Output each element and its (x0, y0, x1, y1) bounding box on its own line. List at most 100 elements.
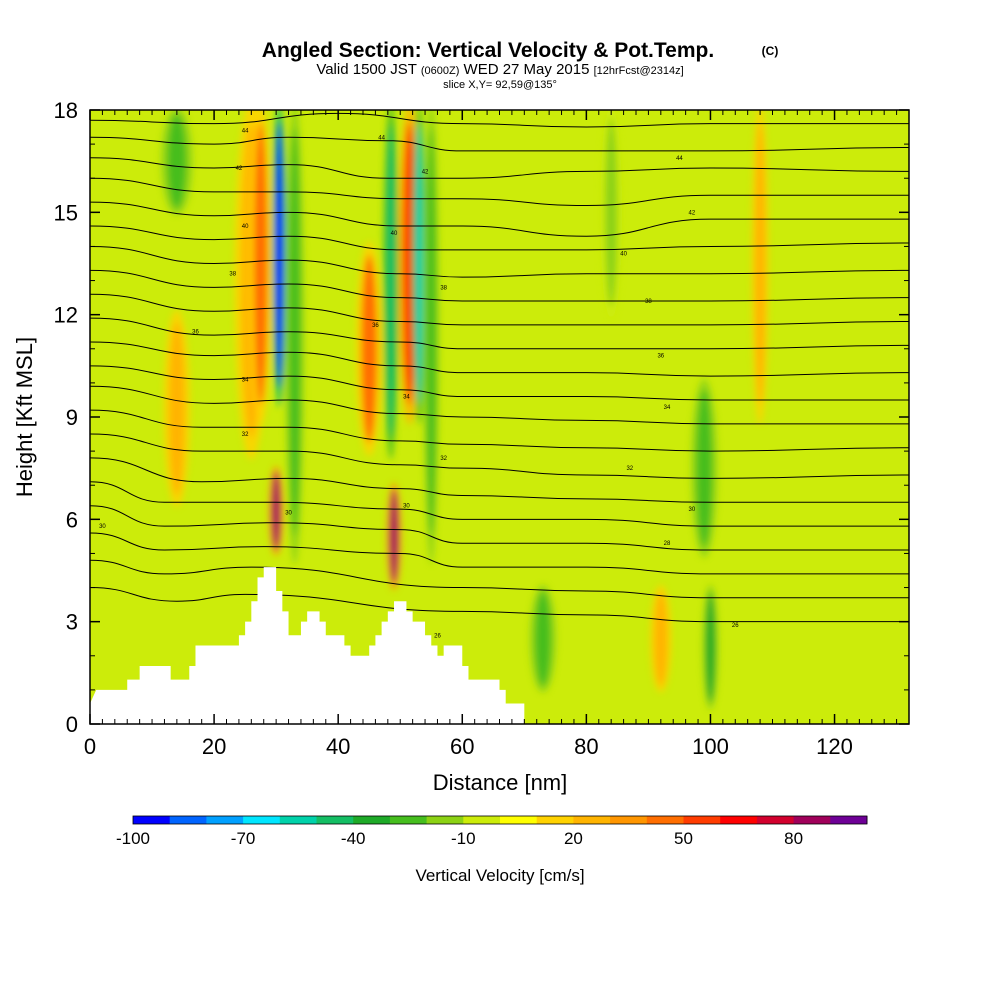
updraft-cell (654, 591, 668, 686)
colorbar-swatch (353, 816, 391, 824)
theta-contour-40 (90, 225, 909, 251)
colorbar-swatch (646, 816, 684, 824)
colorbar-tick-label: 20 (564, 829, 583, 848)
units-tag: (C) (762, 44, 779, 58)
contour-label: 26 (732, 623, 739, 629)
colorbar-swatch (536, 816, 574, 824)
colorbar-tick-label: -10 (451, 829, 476, 848)
contour-label: 30 (403, 504, 410, 510)
colorbar-swatch (206, 816, 244, 824)
contour-label: 40 (391, 231, 398, 237)
updraft-cell (271, 471, 281, 551)
x-tick-label: 120 (816, 734, 853, 759)
chart-title: Angled Section: Vertical Velocity & Pot.… (262, 39, 714, 62)
downdraft-cell (274, 121, 284, 389)
theta-contour-39 (90, 245, 909, 278)
colorbar-swatch (463, 816, 501, 824)
x-tick-label: 100 (692, 734, 729, 759)
terrain (90, 567, 525, 724)
contour-label: 34 (242, 377, 249, 383)
contour-label: 32 (242, 432, 249, 438)
y-tick-label: 0 (66, 712, 78, 737)
colorbar-swatch (316, 816, 354, 824)
contour-label: 42 (422, 169, 429, 175)
contour-label: 42 (236, 166, 243, 172)
downdraft-cell (535, 591, 551, 686)
downdraft-cell (414, 122, 423, 405)
contour-label: 38 (645, 299, 652, 305)
colorbar-swatch (169, 816, 207, 824)
contour-label: 34 (403, 395, 410, 401)
colorbar-swatch (389, 816, 428, 824)
x-tick-label: 0 (84, 734, 96, 759)
downdraft-cell (604, 118, 618, 307)
chart-subtitle: Valid 1500 JST (0600Z) WED 27 May 2015 [… (316, 61, 683, 78)
theta-contour-38 (90, 269, 909, 302)
colorbar-swatch (683, 816, 721, 824)
x-tick-label: 80 (574, 734, 598, 759)
colorbar-swatch (610, 816, 648, 824)
colorbar-tick-label: 80 (784, 829, 803, 848)
y-tick-label: 6 (66, 507, 78, 532)
updraft-cell (253, 122, 268, 405)
downdraft-cell (167, 114, 187, 209)
theta-contour-33 (90, 385, 909, 425)
colorbar-swatch (756, 816, 795, 824)
colorbar-swatch (830, 816, 868, 824)
colorbar-swatch (500, 816, 538, 824)
contour-label: 40 (620, 251, 627, 257)
potential-temperature-contours (90, 112, 909, 623)
colorbar-tick-label: 50 (674, 829, 693, 848)
contour-label: 26 (434, 633, 441, 639)
colorbar-swatch (793, 816, 831, 824)
contour-label: 42 (688, 210, 695, 216)
y-tick-label: 9 (66, 405, 78, 430)
downdraft-cell (426, 127, 436, 536)
updraft-cell (361, 254, 377, 443)
colorbar-swatch (720, 816, 758, 824)
contour-label: 32 (626, 466, 633, 472)
y-axis-label: Height [Kft MSL] (12, 337, 37, 497)
theta-contour-29 (90, 481, 909, 527)
theta-contour-25 (90, 587, 909, 623)
colorbar-tick-label: -70 (231, 829, 256, 848)
colorbar-tick-label: -100 (116, 829, 150, 848)
theta-contour-34 (90, 365, 909, 401)
theta-contour-32 (90, 409, 909, 452)
y-tick-label: 12 (54, 303, 78, 328)
contour-label: 30 (99, 524, 106, 530)
contour-label: 32 (440, 456, 447, 462)
colorbar-swatch (243, 816, 281, 824)
colorbar-swatch (133, 816, 171, 824)
y-tick-label: 3 (66, 610, 78, 635)
theta-contour-37 (90, 293, 909, 326)
field-background (90, 110, 909, 724)
contour-label: 30 (285, 511, 292, 517)
x-axis-label: Distance [nm] (433, 770, 568, 795)
updraft-cell (755, 122, 766, 405)
colorbar-swatch (279, 816, 317, 824)
theta-contour-36 (90, 317, 909, 350)
theta-contour-35 (90, 341, 909, 377)
slice-info: slice X,Y= 92,59@135° (443, 79, 557, 91)
contour-label: 30 (688, 507, 695, 513)
theta-contour-28 (90, 505, 909, 551)
downdraft-cell (386, 123, 396, 438)
colorbar-swatch (426, 816, 464, 824)
contour-labels: 44 44 44 42 42 42 40 40 40 38 38 38 36 36 36 34 34 34 32 32… (99, 128, 739, 639)
contour-label: 38 (440, 285, 447, 291)
contour-label: 44 (242, 128, 249, 134)
contour-label: 36 (192, 330, 199, 336)
theta-contour-41 (90, 201, 909, 237)
contour-label: 36 (657, 354, 664, 360)
colorbar-label: Vertical Velocity [cm/s] (415, 866, 584, 885)
colorbar-swatch (573, 816, 611, 824)
contour-label: 40 (242, 224, 249, 230)
updraft-cell (169, 322, 185, 495)
theta-contour-30 (90, 457, 909, 503)
colorbar-frame (132, 815, 868, 825)
colorbar: -100 -70 -40 -10 20 50 80 (116, 815, 868, 848)
theta-contour-43 (90, 157, 909, 179)
colorbar-tick-label: -40 (341, 829, 366, 848)
